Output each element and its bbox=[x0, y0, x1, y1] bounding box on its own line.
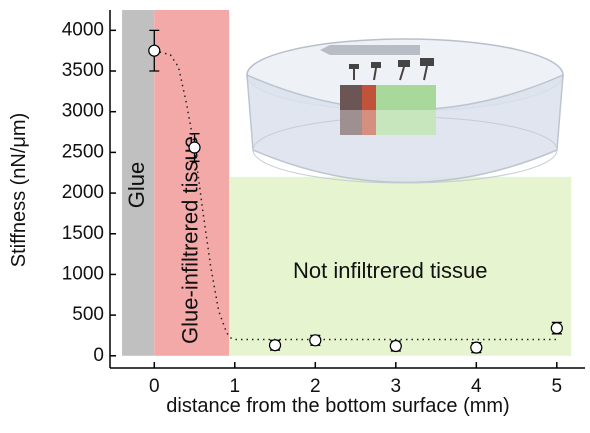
inset-illustration bbox=[246, 38, 564, 184]
y-tick-label: 0 bbox=[93, 345, 104, 366]
data-point bbox=[309, 334, 322, 347]
y-tick-label: 3000 bbox=[62, 101, 104, 122]
region bbox=[229, 176, 572, 356]
region-label: Glue-infiltrered tissue bbox=[178, 136, 203, 344]
y-tick-label: 500 bbox=[72, 304, 104, 325]
region-label: Not infiltrered tissue bbox=[293, 258, 487, 283]
x-tick-label: 5 bbox=[552, 376, 563, 397]
region-label: Glue bbox=[124, 162, 149, 208]
y-tick-label: 2500 bbox=[62, 141, 104, 162]
x-tick-label: 4 bbox=[471, 376, 482, 397]
x-tick-label: 0 bbox=[149, 376, 160, 397]
fit-curve bbox=[154, 49, 557, 341]
x-axis-label: distance from the bottom surface (mm) bbox=[166, 395, 509, 417]
y-tick-label: 1500 bbox=[62, 223, 104, 244]
y-tick-label: 2000 bbox=[62, 182, 104, 203]
x-tick-label: 2 bbox=[310, 376, 321, 397]
y-tick-label: 1000 bbox=[62, 263, 104, 284]
region bbox=[154, 10, 230, 356]
data-point bbox=[470, 341, 483, 354]
region bbox=[122, 10, 155, 356]
y-axis-label: Stiffness (nN/μm) bbox=[8, 113, 30, 268]
data-point bbox=[188, 141, 201, 154]
data-point bbox=[148, 44, 161, 57]
data-point bbox=[268, 339, 282, 352]
y-tick-label: 3500 bbox=[62, 60, 104, 81]
regions: Glue Glue-infiltrered tissue Not infiltrer… bbox=[122, 10, 572, 356]
data-point bbox=[550, 322, 563, 335]
plot: 0 500 1000 1500 2000 2500 3000 3500 4000 0 1 2 3 4 5 bbox=[62, 10, 585, 397]
data-point bbox=[389, 339, 402, 353]
x-tick-label: 3 bbox=[391, 376, 402, 397]
y-tick-label: 4000 bbox=[62, 19, 104, 40]
x-tick-label: 1 bbox=[229, 376, 240, 397]
